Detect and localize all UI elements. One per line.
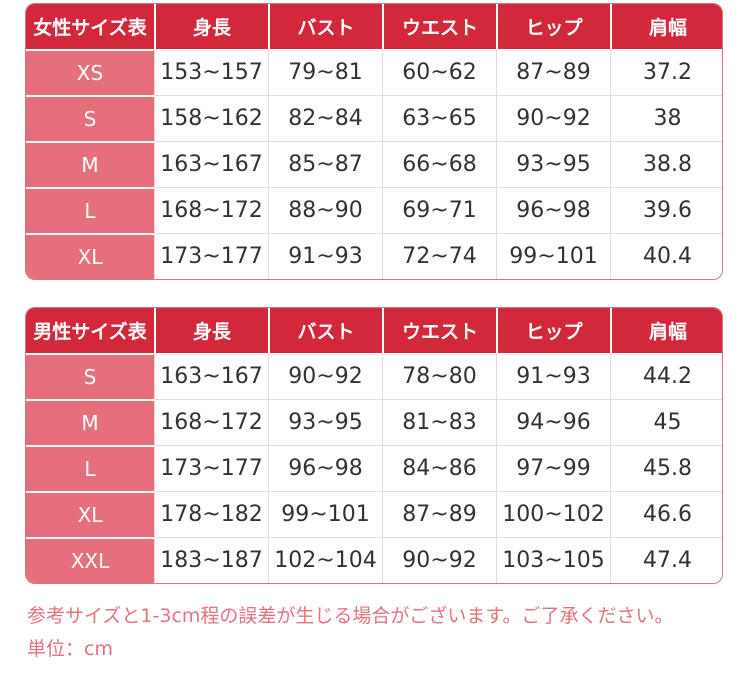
measurement-value: 99~101: [268, 491, 382, 537]
column-header-bust: バスト: [268, 4, 382, 49]
table-row: M 163~167 85~87 66~68 93~95 38.8: [26, 141, 722, 187]
table-row: XL 173~177 91~93 72~74 99~101 40.4: [26, 233, 722, 279]
size-label: L: [26, 445, 154, 491]
size-label: XL: [26, 233, 154, 279]
size-label: S: [26, 353, 154, 399]
measurement-value: 78~80: [382, 353, 496, 399]
table-row: L 168~172 88~90 69~71 96~98 39.6: [26, 187, 722, 233]
size-label: XS: [26, 49, 154, 95]
measurement-value: 173~177: [154, 445, 268, 491]
women-table-body: XS 153~157 79~81 60~62 87~89 37.2 S 158~162 82~8…: [26, 49, 722, 279]
unit-note: 単位：cm: [27, 638, 113, 660]
women-size-table: 女性サイズ表 身長 バスト ウエスト ヒップ 肩幅 XS 153~157 79~81…: [25, 3, 723, 280]
measurement-value: 82~84: [268, 95, 382, 141]
measurement-value: 39.6: [610, 187, 722, 233]
measurement-value: 168~172: [154, 399, 268, 445]
column-header-shoulder: 肩幅: [610, 308, 722, 353]
measurement-value: 163~167: [154, 353, 268, 399]
measurement-value: 47.4: [610, 537, 722, 583]
women-table-title: 女性サイズ表: [26, 4, 154, 49]
measurement-value: 90~92: [268, 353, 382, 399]
table-row: S 163~167 90~92 78~80 91~93 44.2: [26, 353, 722, 399]
measurement-value: 45: [610, 399, 722, 445]
table-row: L 173~177 96~98 84~86 97~99 45.8: [26, 445, 722, 491]
column-header-bust: バスト: [268, 308, 382, 353]
table-row: M 168~172 93~95 81~83 94~96 45: [26, 399, 722, 445]
measurement-value: 103~105: [496, 537, 610, 583]
column-header-height: 身長: [154, 308, 268, 353]
tolerance-note: 参考サイズと1-3cm程の誤差が生じる場合がございます。ご了承ください。: [27, 605, 674, 627]
measurement-value: 60~62: [382, 49, 496, 95]
measurement-value: 69~71: [382, 187, 496, 233]
measurement-value: 90~92: [382, 537, 496, 583]
measurement-value: 102~104: [268, 537, 382, 583]
women-table: 女性サイズ表 身長 バスト ウエスト ヒップ 肩幅 XS 153~157 79~81…: [26, 4, 722, 279]
men-table: 男性サイズ表 身長 バスト ウエスト ヒップ 肩幅 S 163~167 90~92 7…: [26, 308, 722, 583]
measurement-value: 173~177: [154, 233, 268, 279]
women-header-row: 女性サイズ表 身長 バスト ウエスト ヒップ 肩幅: [26, 4, 722, 49]
measurement-value: 96~98: [268, 445, 382, 491]
measurement-value: 44.2: [610, 353, 722, 399]
measurement-value: 72~74: [382, 233, 496, 279]
table-row: XXL 183~187 102~104 90~92 103~105 47.4: [26, 537, 722, 583]
measurement-value: 40.4: [610, 233, 722, 279]
measurement-value: 87~89: [382, 491, 496, 537]
measurement-value: 163~167: [154, 141, 268, 187]
column-header-shoulder: 肩幅: [610, 4, 722, 49]
measurement-value: 85~87: [268, 141, 382, 187]
size-label: L: [26, 187, 154, 233]
column-header-waist: ウエスト: [382, 308, 496, 353]
column-header-hip: ヒップ: [496, 4, 610, 49]
size-label: M: [26, 399, 154, 445]
measurement-value: 153~157: [154, 49, 268, 95]
men-table-body: S 163~167 90~92 78~80 91~93 44.2 M 168~172 93~95…: [26, 353, 722, 583]
measurement-value: 183~187: [154, 537, 268, 583]
measurement-value: 93~95: [268, 399, 382, 445]
measurement-value: 46.6: [610, 491, 722, 537]
measurement-value: 45.8: [610, 445, 722, 491]
size-label: XXL: [26, 537, 154, 583]
measurement-value: 158~162: [154, 95, 268, 141]
measurement-value: 93~95: [496, 141, 610, 187]
table-row: XS 153~157 79~81 60~62 87~89 37.2: [26, 49, 722, 95]
measurement-value: 91~93: [496, 353, 610, 399]
measurement-value: 38.8: [610, 141, 722, 187]
column-header-hip: ヒップ: [496, 308, 610, 353]
measurement-value: 88~90: [268, 187, 382, 233]
measurement-value: 97~99: [496, 445, 610, 491]
column-header-waist: ウエスト: [382, 4, 496, 49]
measurement-value: 79~81: [268, 49, 382, 95]
men-table-title: 男性サイズ表: [26, 308, 154, 353]
men-size-table: 男性サイズ表 身長 バスト ウエスト ヒップ 肩幅 S 163~167 90~92 7…: [25, 307, 723, 584]
size-label: XL: [26, 491, 154, 537]
measurement-value: 91~93: [268, 233, 382, 279]
measurement-value: 87~89: [496, 49, 610, 95]
measurement-value: 100~102: [496, 491, 610, 537]
measurement-value: 38: [610, 95, 722, 141]
measurement-value: 168~172: [154, 187, 268, 233]
footnotes: 参考サイズと1-3cm程の誤差が生じる場合がございます。ご了承ください。 単位：…: [27, 607, 723, 659]
measurement-value: 37.2: [610, 49, 722, 95]
column-header-height: 身長: [154, 4, 268, 49]
size-label: M: [26, 141, 154, 187]
measurement-value: 178~182: [154, 491, 268, 537]
measurement-value: 81~83: [382, 399, 496, 445]
measurement-value: 99~101: [496, 233, 610, 279]
measurement-value: 94~96: [496, 399, 610, 445]
measurement-value: 96~98: [496, 187, 610, 233]
measurement-value: 84~86: [382, 445, 496, 491]
men-header-row: 男性サイズ表 身長 バスト ウエスト ヒップ 肩幅: [26, 308, 722, 353]
table-row: S 158~162 82~84 63~65 90~92 38: [26, 95, 722, 141]
table-row: XL 178~182 99~101 87~89 100~102 46.6: [26, 491, 722, 537]
measurement-value: 63~65: [382, 95, 496, 141]
size-label: S: [26, 95, 154, 141]
measurement-value: 66~68: [382, 141, 496, 187]
measurement-value: 90~92: [496, 95, 610, 141]
